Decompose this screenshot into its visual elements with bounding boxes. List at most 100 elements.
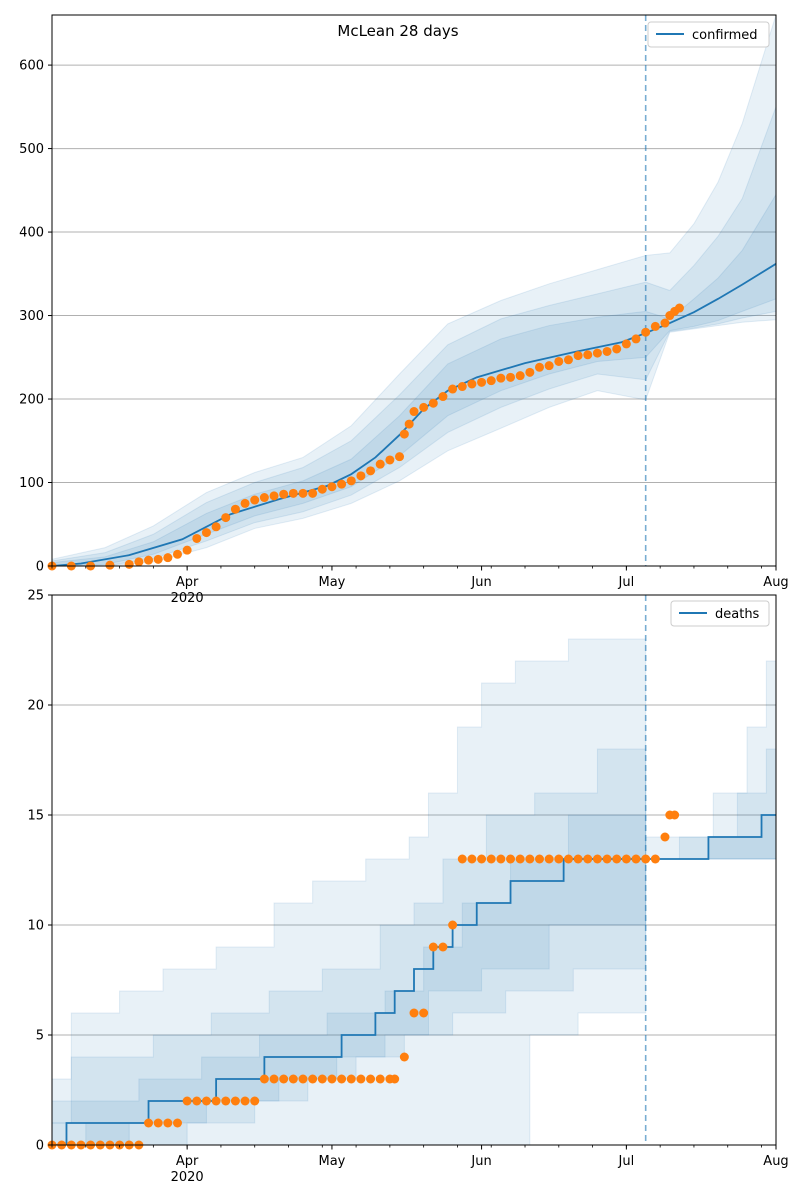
observed-point bbox=[250, 1096, 260, 1106]
x-tick-label-Jun: Jun bbox=[470, 1154, 491, 1169]
x-tick-label-Apr: Apr bbox=[176, 575, 199, 590]
observed-point bbox=[457, 854, 467, 864]
observed-point bbox=[308, 1074, 318, 1084]
observed-point bbox=[457, 382, 467, 392]
observed-point bbox=[409, 1008, 419, 1018]
observed-point bbox=[230, 504, 240, 514]
x-tick-label-May: May bbox=[319, 575, 346, 590]
observed-point bbox=[259, 1074, 269, 1084]
deaths-axes-frame bbox=[51, 594, 777, 1146]
observed-point bbox=[506, 854, 516, 864]
observed-point bbox=[641, 854, 651, 864]
observed-point bbox=[327, 1074, 337, 1084]
observed-point bbox=[399, 429, 409, 439]
observed-point bbox=[211, 1096, 221, 1106]
observed-point bbox=[172, 1118, 182, 1128]
observed-point bbox=[563, 854, 573, 864]
y-tick-label-25: 25 bbox=[27, 589, 44, 604]
observed-point bbox=[250, 495, 260, 505]
observed-point bbox=[631, 334, 641, 344]
observed-point bbox=[419, 1008, 429, 1018]
y-tick-label-100: 100 bbox=[19, 476, 44, 491]
observed-point bbox=[366, 1074, 376, 1084]
observed-point bbox=[182, 545, 192, 555]
x-tick-label-Jul: Jul bbox=[618, 575, 635, 590]
observed-point bbox=[163, 1118, 173, 1128]
observed-point bbox=[573, 854, 583, 864]
confidence-band-1 bbox=[52, 748, 647, 1145]
observed-point bbox=[641, 327, 651, 337]
y-tick-label-400: 400 bbox=[19, 226, 44, 241]
confidence-band-0 bbox=[52, 638, 647, 1145]
observed-point bbox=[525, 854, 535, 864]
y-tick-label-15: 15 bbox=[27, 809, 44, 824]
observed-point bbox=[506, 372, 516, 382]
observed-point bbox=[288, 488, 298, 498]
observed-point bbox=[201, 1096, 211, 1106]
observed-point bbox=[298, 488, 308, 498]
observed-point bbox=[621, 339, 631, 349]
confidence-band-2 bbox=[52, 771, 647, 1145]
x-tick-label-May: May bbox=[319, 1154, 346, 1169]
observed-point bbox=[515, 371, 525, 381]
observed-point bbox=[153, 554, 163, 564]
observed-point bbox=[317, 1074, 327, 1084]
observed-point bbox=[674, 303, 684, 313]
x-tick-label-Aug: Aug bbox=[763, 1154, 788, 1169]
y-tick-label-300: 300 bbox=[19, 309, 44, 324]
observed-point bbox=[163, 553, 173, 563]
observed-point bbox=[346, 1074, 356, 1084]
observed-point bbox=[573, 351, 583, 361]
confirmed-axes-frame bbox=[51, 14, 777, 567]
observed-point bbox=[337, 479, 347, 489]
observed-point bbox=[356, 1074, 366, 1084]
observed-point bbox=[525, 367, 535, 377]
observed-point bbox=[308, 488, 318, 498]
observed-point bbox=[221, 513, 231, 523]
observed-point bbox=[346, 476, 356, 486]
deaths-legend: deaths bbox=[670, 600, 770, 627]
observed-point bbox=[211, 522, 221, 532]
legend-label-deaths: deaths bbox=[715, 607, 760, 622]
observed-point bbox=[486, 376, 496, 386]
observed-point bbox=[650, 854, 660, 864]
observed-point bbox=[419, 402, 429, 412]
observed-point bbox=[366, 466, 376, 476]
x-tick-label-Apr: Apr bbox=[176, 1154, 199, 1169]
legend-label-confirmed: confirmed bbox=[692, 28, 758, 43]
observed-point bbox=[124, 559, 134, 569]
observed-point bbox=[288, 1074, 298, 1084]
observed-point bbox=[592, 854, 602, 864]
observed-point bbox=[486, 854, 496, 864]
observed-point bbox=[269, 1074, 279, 1084]
observed-point bbox=[448, 920, 458, 930]
y-tick-label-0: 0 bbox=[36, 560, 44, 575]
deaths-gridlines bbox=[52, 704, 776, 1036]
observed-point bbox=[602, 854, 612, 864]
observed-point bbox=[144, 1118, 154, 1128]
observed-point bbox=[279, 1074, 289, 1084]
observed-point bbox=[269, 491, 279, 501]
observed-point bbox=[534, 362, 544, 372]
x-tick-label-Jun: Jun bbox=[470, 575, 491, 590]
observed-point bbox=[438, 942, 448, 952]
x-tick-label-Jul: Jul bbox=[618, 1154, 635, 1169]
observed-point bbox=[182, 1096, 192, 1106]
observed-point bbox=[385, 455, 395, 465]
observed-point bbox=[477, 854, 487, 864]
observed-point bbox=[612, 344, 622, 354]
observed-point bbox=[317, 484, 327, 494]
y-tick-label-200: 200 bbox=[19, 393, 44, 408]
observed-point bbox=[467, 854, 477, 864]
observed-point bbox=[554, 854, 564, 864]
observed-point bbox=[534, 854, 544, 864]
observed-point bbox=[467, 379, 477, 389]
confirmed-uncertainty-bands bbox=[52, 15, 776, 566]
y-tick-label-600: 600 bbox=[19, 59, 44, 74]
y-tick-label-10: 10 bbox=[27, 919, 44, 934]
forecast-band-0 bbox=[645, 595, 776, 860]
y-tick-label-5: 5 bbox=[36, 1029, 44, 1044]
observed-point bbox=[563, 355, 573, 365]
